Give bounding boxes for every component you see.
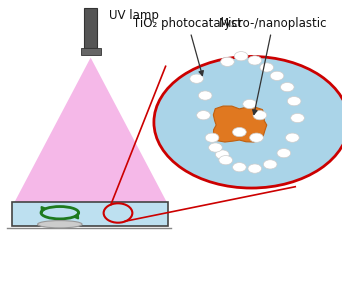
Text: TiO₂ photocatalyst: TiO₂ photocatalyst bbox=[133, 17, 242, 76]
Ellipse shape bbox=[190, 74, 203, 83]
Text: Micro-/nanoplastic: Micro-/nanoplastic bbox=[219, 17, 327, 114]
Ellipse shape bbox=[154, 56, 342, 188]
Ellipse shape bbox=[209, 143, 222, 152]
Ellipse shape bbox=[270, 71, 284, 80]
Ellipse shape bbox=[248, 56, 262, 65]
Ellipse shape bbox=[221, 57, 234, 66]
Ellipse shape bbox=[215, 150, 229, 159]
Ellipse shape bbox=[219, 156, 233, 165]
Ellipse shape bbox=[286, 133, 299, 142]
Ellipse shape bbox=[205, 133, 219, 142]
Ellipse shape bbox=[197, 111, 210, 120]
Ellipse shape bbox=[233, 163, 246, 172]
Ellipse shape bbox=[277, 149, 291, 158]
Ellipse shape bbox=[234, 52, 248, 61]
Ellipse shape bbox=[280, 83, 294, 92]
Text: UV lamp: UV lamp bbox=[109, 9, 159, 22]
Ellipse shape bbox=[233, 128, 246, 137]
Ellipse shape bbox=[287, 97, 301, 106]
Polygon shape bbox=[14, 58, 168, 204]
Polygon shape bbox=[213, 106, 267, 142]
Ellipse shape bbox=[260, 63, 274, 72]
Ellipse shape bbox=[253, 111, 267, 120]
Ellipse shape bbox=[263, 160, 277, 169]
Bar bbox=[12, 202, 168, 226]
Ellipse shape bbox=[243, 99, 256, 108]
Bar bbox=[84, 8, 97, 48]
Ellipse shape bbox=[38, 221, 82, 228]
Ellipse shape bbox=[198, 91, 212, 100]
Ellipse shape bbox=[250, 133, 263, 142]
Ellipse shape bbox=[248, 164, 262, 173]
Ellipse shape bbox=[291, 114, 304, 123]
Bar bbox=[81, 48, 101, 55]
